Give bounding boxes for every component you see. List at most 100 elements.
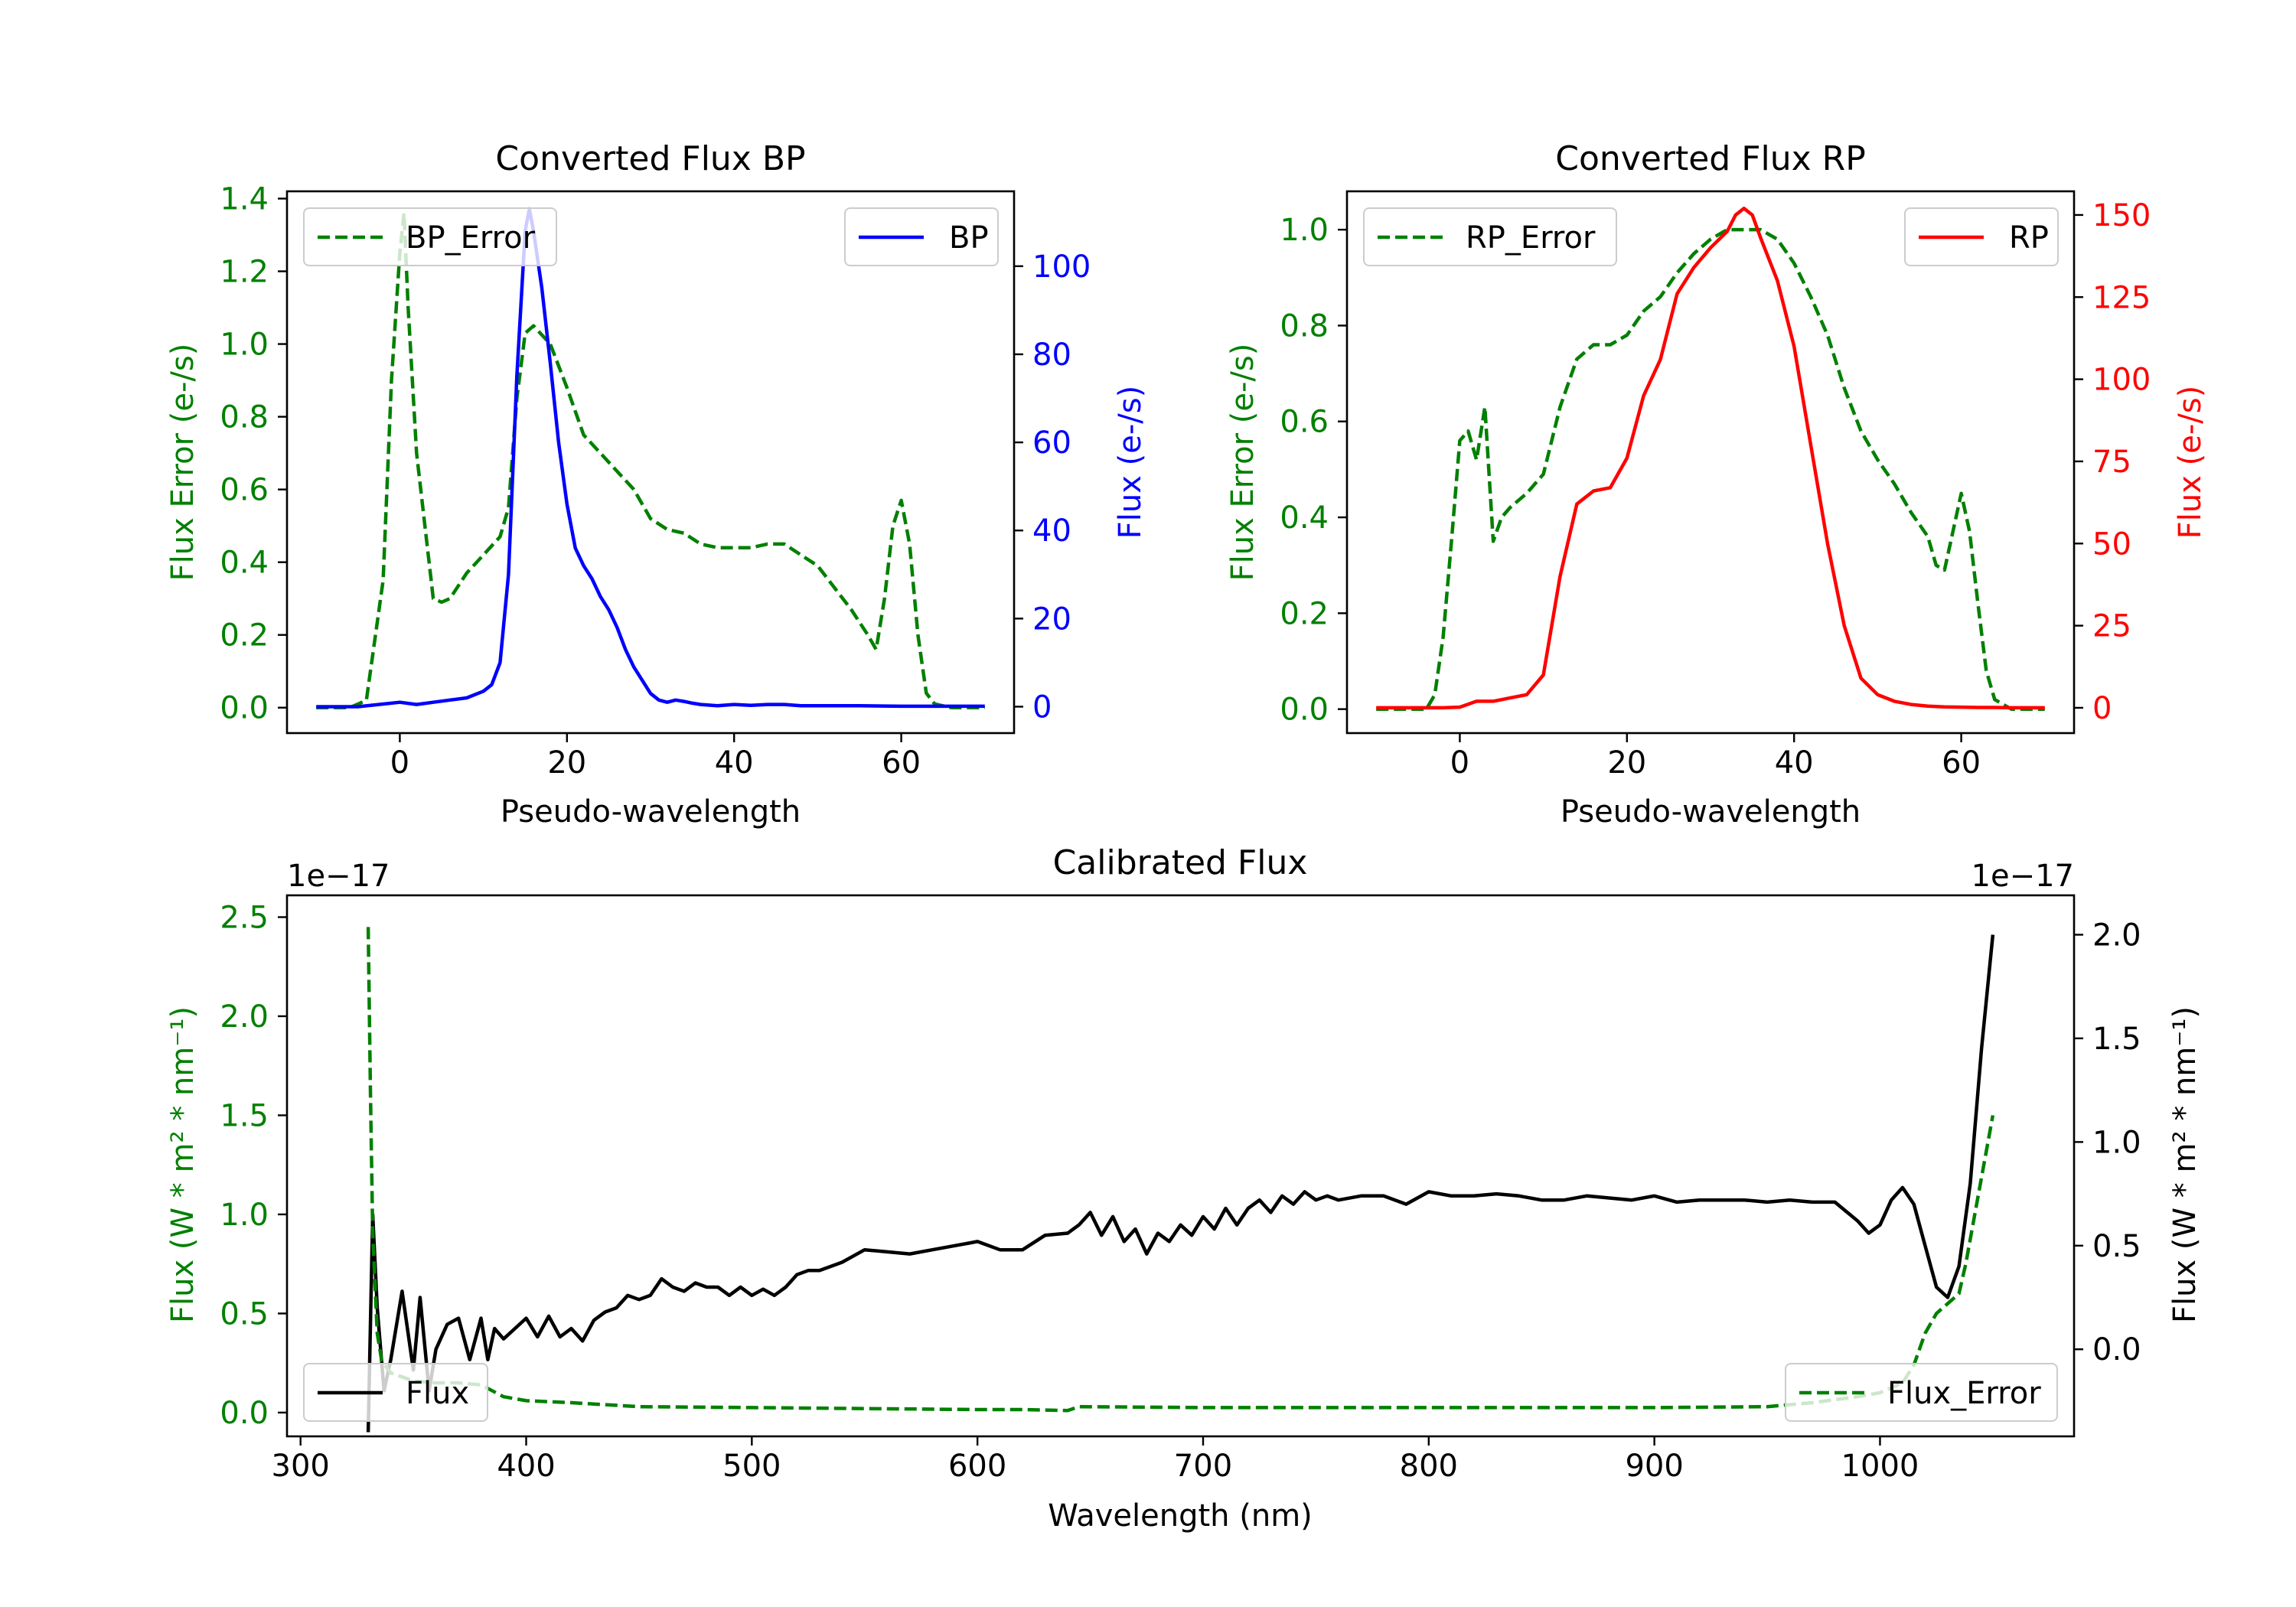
bp-plot-frame [285, 190, 1016, 735]
calibrated-right-tick-label: 0.5 [2092, 1229, 2141, 1264]
bp-left-tick-label: 1.4 [220, 182, 269, 217]
rp-flux-series-line [1376, 207, 2045, 710]
bp-left-tick-label: 0.6 [220, 473, 269, 508]
bp-right-tick-label: 60 [1032, 425, 1071, 461]
rp-right-tick-label: 25 [2092, 609, 2131, 644]
rp-right-axis-label: Flux (e-/s) [2173, 386, 2208, 539]
rp-error-legend: RP_Error [1363, 207, 1617, 266]
rp-right-tick-label: 150 [2092, 198, 2151, 233]
bp-x-axis-label: Pseudo-wavelength [501, 794, 801, 830]
calibrated-x-tick-label: 800 [1400, 1449, 1458, 1484]
calibrated-right-tick-label: 1.0 [2092, 1125, 2141, 1160]
calibrated-plot-clip [366, 927, 1995, 1433]
rp-x-axis-label: Pseudo-wavelength [1561, 794, 1861, 830]
calibrated-left-tick-label: 1.5 [220, 1098, 269, 1133]
bp-x-tick-label: 60 [882, 745, 921, 781]
rp-error-series-line [1376, 227, 2045, 711]
bp-left-tick-label: 0.2 [220, 618, 269, 654]
rp-left-tick-label: 0.8 [1280, 308, 1329, 344]
bp-flux-legend: BP [844, 207, 999, 266]
rp-right-axis-ticks: 0 25 50 75 100 125 150 [2074, 198, 2151, 726]
calibrated-flux-error-legend-label: Flux_Error [1887, 1376, 2041, 1411]
bp-right-axis-label: Flux (e-/s) [1113, 386, 1148, 539]
calibrated-x-tick-label: 1000 [1841, 1449, 1919, 1484]
calibrated-panel: Calibrated Flux 1e−17 1e−17 0.0 0.5 1.0 1.5… [165, 843, 2203, 1534]
calibrated-x-tick-label: 500 [722, 1449, 781, 1484]
calibrated-left-tick-label: 2.0 [220, 999, 269, 1035]
calibrated-title: Calibrated Flux [1053, 843, 1308, 882]
calibrated-right-axis-label: Flux (W * m² * nm⁻¹) [2167, 1006, 2203, 1323]
bp-x-tick-label: 20 [547, 745, 586, 781]
calibrated-left-tick-label: 0.5 [220, 1296, 269, 1332]
bp-x-tick-label: 0 [390, 745, 409, 781]
rp-x-axis-ticks: 0 20 40 60 [1450, 733, 1981, 781]
rp-left-tick-label: 0.2 [1280, 596, 1329, 631]
rp-panel: Converted Flux RP 0.0 0.2 0.4 0.6 0.8 1.0 0 25… [1225, 139, 2208, 830]
bp-left-tick-label: 1.2 [220, 255, 269, 290]
rp-x-tick-label: 40 [1775, 745, 1814, 781]
calibrated-flux-error-series-line [366, 927, 1995, 1413]
rp-flux-legend: RP [1904, 207, 2059, 266]
bp-x-tick-label: 40 [715, 745, 754, 781]
calibrated-x-axis-ticks: 300 400 500 600 700 800 900 1000 [272, 1436, 1919, 1484]
rp-right-tick-label: 0 [2092, 691, 2112, 726]
bp-left-tick-label: 0.8 [220, 400, 269, 435]
calibrated-flux-error-legend: Flux_Error [1785, 1363, 2058, 1422]
bp-right-tick-label: 80 [1032, 337, 1071, 373]
calibrated-x-axis-label: Wavelength (nm) [1048, 1498, 1313, 1534]
bp-plot-clip [316, 207, 985, 709]
rp-left-axis-label: Flux Error (e-/s) [1225, 344, 1261, 582]
calibrated-x-tick-label: 900 [1625, 1449, 1683, 1484]
rp-x-tick-label: 20 [1607, 745, 1646, 781]
bp-left-axis-ticks: 0.0 0.2 0.4 0.6 0.8 1.0 1.2 1.4 [220, 182, 287, 726]
bp-panel: Converted Flux BP 0.0 0.2 0.4 0.6 0.8 1.0 1.2 1… [165, 139, 1148, 830]
rp-x-tick-label: 60 [1942, 745, 1981, 781]
bp-title: Converted Flux BP [495, 139, 805, 178]
calibrated-left-tick-label: 1.0 [220, 1198, 269, 1233]
calibrated-flux-series-line [366, 934, 1995, 1433]
bp-right-axis-ticks: 0 20 40 60 80 100 [1014, 249, 1091, 725]
bp-error-legend: BP_Error [303, 207, 557, 266]
rp-right-tick-label: 100 [2092, 363, 2151, 398]
bp-right-tick-label: 100 [1032, 249, 1091, 285]
bp-flux-legend-label: BP [949, 220, 989, 256]
calibrated-x-tick-label: 700 [1174, 1449, 1232, 1484]
bp-right-tick-label: 40 [1032, 513, 1071, 549]
calibrated-x-tick-label: 400 [497, 1449, 555, 1484]
rp-right-tick-label: 50 [2092, 526, 2131, 562]
calibrated-left-axis-ticks: 0.0 0.5 1.0 1.5 2.0 2.5 [220, 900, 287, 1431]
rp-title: Converted Flux RP [1555, 139, 1866, 178]
bp-x-axis-ticks: 0 20 40 60 [390, 733, 921, 781]
calibrated-right-offset-label: 1e−17 [1971, 859, 2074, 894]
calibrated-flux-legend: Flux [303, 1363, 488, 1422]
calibrated-flux-legend-label: Flux [406, 1376, 469, 1411]
rp-left-tick-label: 0.0 [1280, 693, 1329, 728]
calibrated-left-tick-label: 2.5 [220, 900, 269, 935]
bp-left-tick-label: 1.0 [220, 328, 269, 363]
bp-flux-series-line [316, 207, 985, 709]
bp-left-axis-label: Flux Error (e-/s) [165, 344, 201, 582]
bp-right-tick-label: 0 [1032, 689, 1052, 725]
calibrated-left-offset-label: 1e−17 [287, 859, 390, 894]
rp-plot-clip [1376, 207, 2045, 711]
calibrated-right-tick-label: 2.0 [2092, 918, 2141, 953]
bp-error-series-line [316, 211, 985, 709]
calibrated-x-tick-label: 600 [948, 1449, 1006, 1484]
rp-right-tick-label: 75 [2092, 445, 2131, 480]
rp-right-tick-label: 125 [2092, 280, 2151, 315]
rp-left-tick-label: 1.0 [1280, 213, 1329, 248]
bp-left-tick-label: 0.0 [220, 691, 269, 726]
calibrated-right-tick-label: 0.0 [2092, 1332, 2141, 1367]
rp-plot-frame [1345, 190, 2076, 735]
rp-x-tick-label: 0 [1450, 745, 1469, 781]
calibrated-left-tick-label: 0.0 [220, 1396, 269, 1431]
rp-error-legend-label: RP_Error [1466, 220, 1596, 256]
rp-flux-legend-label: RP [2009, 220, 2049, 256]
rp-left-axis-ticks: 0.0 0.2 0.4 0.6 0.8 1.0 [1280, 213, 1347, 728]
bp-right-tick-label: 20 [1032, 601, 1071, 637]
bp-left-tick-label: 0.4 [220, 546, 269, 581]
calibrated-left-axis-label: Flux (W * m² * nm⁻¹) [165, 1006, 201, 1323]
calibrated-right-axis-ticks: 0.0 0.5 1.0 1.5 2.0 [2074, 918, 2141, 1367]
